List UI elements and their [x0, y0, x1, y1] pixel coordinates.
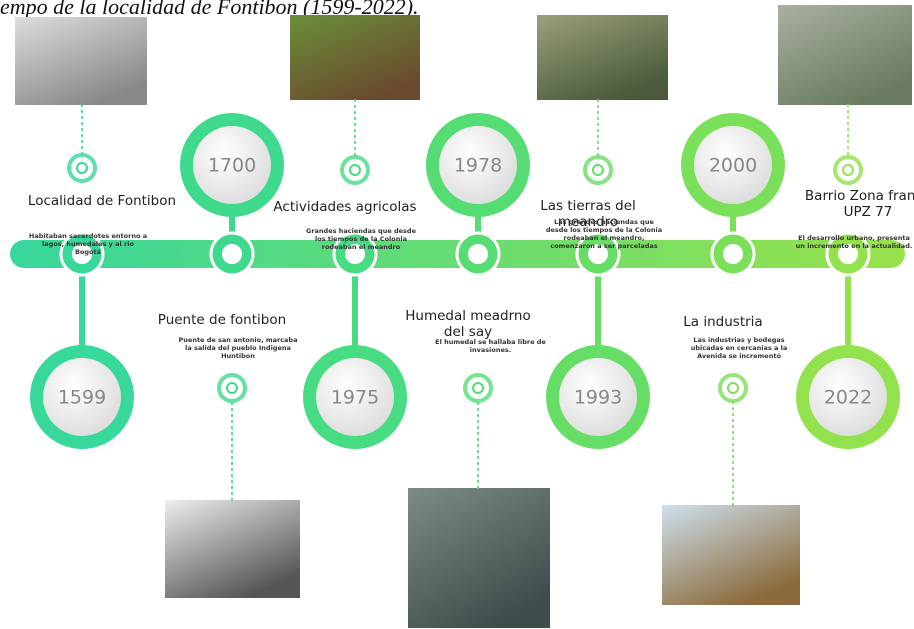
event-title: La industria — [648, 314, 798, 330]
year-label: 1599 — [58, 387, 106, 409]
event-description: Las grandes haciendas que desde los tiem… — [544, 218, 664, 250]
event-photo — [662, 505, 800, 605]
band-node-core — [466, 242, 490, 266]
event-title: Humedal meadrno del say — [393, 308, 543, 340]
small-marker-core — [593, 165, 603, 175]
small-marker-core — [843, 165, 853, 175]
event-description: Grandes haciendas que desde los tiempos … — [301, 227, 421, 251]
year-label: 1978 — [454, 155, 502, 177]
event-photo — [408, 488, 550, 628]
band-node-core — [721, 242, 745, 266]
year-label: 2000 — [709, 155, 757, 177]
small-marker-core — [728, 383, 738, 393]
timeline-infographic: empo de la localidad de Fontibon (1599-2… — [0, 0, 914, 629]
event-photo — [165, 500, 300, 598]
band-node-core — [220, 242, 244, 266]
event-photo — [778, 5, 912, 105]
event-title: Localidad de Fontibon — [27, 193, 177, 209]
event-title: Barrio Zona franca UPZ 77 — [793, 188, 914, 220]
year-label: 1700 — [208, 155, 256, 177]
year-label: 1975 — [331, 387, 379, 409]
event-photo — [537, 15, 668, 100]
year-label: 1993 — [574, 387, 622, 409]
event-title: Actividades agricolas — [270, 199, 420, 215]
event-description: El humedal se hallaba libre de invasione… — [431, 338, 551, 354]
small-marker-core — [350, 165, 360, 175]
event-description: Habitaban sacerdotes entorno a lagos, hu… — [28, 232, 148, 256]
small-marker-core — [227, 383, 237, 393]
event-description: Las industrias y bodegas ubicadas en cer… — [679, 336, 799, 360]
event-description: El desarrollo urbano, presenta un increm… — [794, 234, 914, 250]
event-photo — [290, 15, 420, 100]
event-title: Puente de fontibon — [147, 312, 297, 328]
year-label: 2022 — [824, 387, 872, 409]
event-description: Puente de san antonio, marcaba la salida… — [178, 336, 298, 360]
event-photo — [15, 17, 147, 105]
small-marker-core — [77, 163, 87, 173]
small-marker-core — [473, 383, 483, 393]
